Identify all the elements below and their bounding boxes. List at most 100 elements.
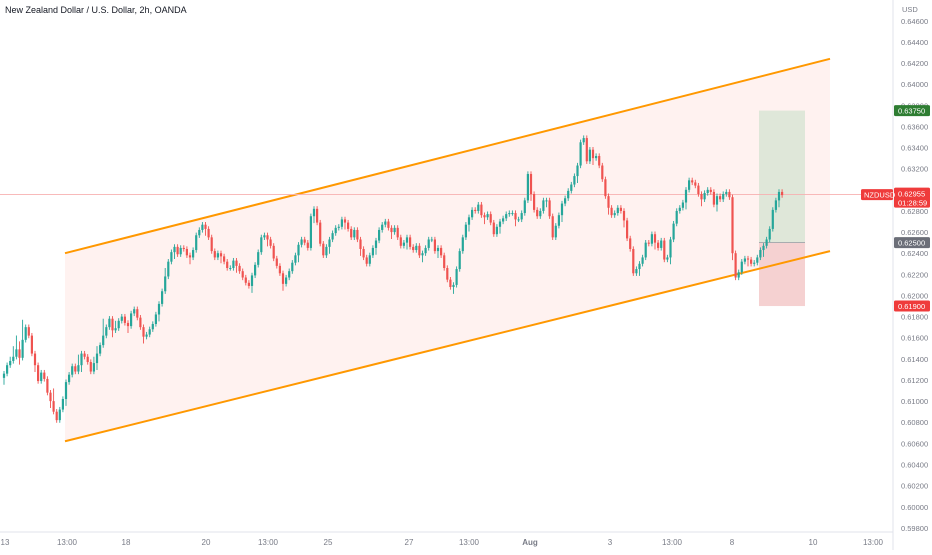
candle-body	[40, 372, 43, 382]
candle-body	[263, 235, 266, 238]
candle-body	[64, 382, 68, 399]
candle-body	[374, 240, 378, 248]
candle-body	[452, 284, 455, 288]
candle-body	[756, 257, 759, 263]
candle-body	[179, 247, 182, 255]
candle-body	[216, 253, 219, 258]
candle-body	[316, 208, 319, 223]
candle-body	[343, 219, 347, 223]
candle-body	[95, 353, 99, 364]
candle-body	[598, 156, 601, 166]
candle-body	[195, 235, 198, 251]
candle-body	[579, 142, 582, 166]
candle-body	[229, 268, 232, 269]
candle-body	[650, 234, 653, 244]
candle-body	[89, 362, 92, 372]
candle-body	[635, 269, 638, 274]
candle-body	[139, 317, 142, 328]
candle-body	[774, 200, 777, 210]
candle-body	[548, 200, 551, 217]
candle-body	[68, 374, 71, 383]
entry-badge	[894, 237, 930, 249]
candle-body	[74, 366, 77, 372]
price-tick-label: 0.64200	[901, 59, 928, 68]
time-tick-label: 8	[730, 538, 735, 547]
time-tick-label: 27	[405, 538, 414, 547]
candle-body	[641, 257, 644, 264]
candle-body	[350, 228, 353, 238]
candle-body	[722, 194, 725, 200]
candle-body	[30, 335, 33, 354]
candle-body	[480, 204, 483, 216]
candle-body	[647, 242, 650, 244]
candle-body	[421, 253, 424, 256]
candle-body	[254, 264, 257, 276]
candle-body	[734, 253, 737, 278]
candle-body	[126, 322, 130, 327]
candle-body	[681, 202, 684, 208]
candle-body	[585, 138, 588, 162]
candle-body	[46, 378, 49, 393]
candle-body	[188, 255, 192, 258]
candle-body	[170, 252, 173, 262]
candle-body	[570, 184, 573, 191]
price-tick-label: 0.61800	[901, 313, 928, 322]
candle-body	[471, 209, 474, 218]
candle-body	[709, 189, 712, 192]
price-tick-label: 0.61200	[901, 376, 928, 385]
candle-body	[777, 191, 781, 201]
candle-body	[436, 247, 440, 252]
candle-body	[697, 185, 700, 195]
candle-body	[353, 229, 356, 238]
candle-body	[573, 176, 576, 185]
candle-body	[619, 207, 622, 211]
candle-body	[52, 401, 55, 412]
channel-fill	[65, 58, 830, 442]
candle-body	[371, 247, 374, 256]
candle-body	[486, 214, 489, 218]
candle-body	[613, 213, 616, 216]
chart-title: New Zealand Dollar / U.S. Dollar, 2h, OA…	[5, 5, 187, 15]
candle-body	[660, 240, 663, 248]
candle-body	[446, 268, 449, 280]
candle-body	[715, 196, 719, 205]
price-tick-label: 0.63600	[901, 122, 928, 131]
candle-body	[164, 276, 167, 292]
candle-body	[340, 219, 343, 227]
candle-body	[117, 320, 120, 329]
price-tick-label: 0.64000	[901, 80, 928, 89]
price-tick-label: 0.60200	[901, 482, 928, 491]
candle-body	[213, 251, 216, 258]
price-tick-label: 0.64600	[901, 17, 928, 26]
candle-body	[182, 247, 185, 249]
candle-body	[266, 235, 269, 240]
candle-body	[595, 156, 598, 159]
price-tick-label: 0.59800	[901, 524, 928, 533]
time-tick-label: 13:00	[258, 538, 279, 547]
candle-body	[232, 260, 235, 268]
price-tick-label: 0.62200	[901, 270, 928, 279]
candle-body	[55, 411, 58, 421]
candle-body	[322, 243, 325, 256]
candle-body	[455, 269, 458, 285]
loss-zone	[759, 242, 805, 307]
candle-body	[21, 339, 24, 358]
candle-body	[638, 263, 641, 270]
candle-body	[161, 291, 164, 304]
candle-body	[185, 248, 188, 256]
candle-body	[604, 179, 607, 197]
candle-body	[260, 237, 263, 253]
candle-body	[616, 207, 619, 214]
channel-lower-line	[64, 250, 831, 443]
candle-body	[238, 265, 241, 272]
candle-body	[663, 240, 666, 260]
candle-body	[740, 261, 743, 273]
candle-body	[402, 242, 405, 246]
current-price-badge	[894, 187, 930, 208]
candle-body	[257, 252, 260, 265]
candle-body	[396, 227, 399, 238]
candle-body	[536, 209, 539, 217]
candle-body	[542, 200, 545, 211]
candle-body	[15, 349, 18, 357]
